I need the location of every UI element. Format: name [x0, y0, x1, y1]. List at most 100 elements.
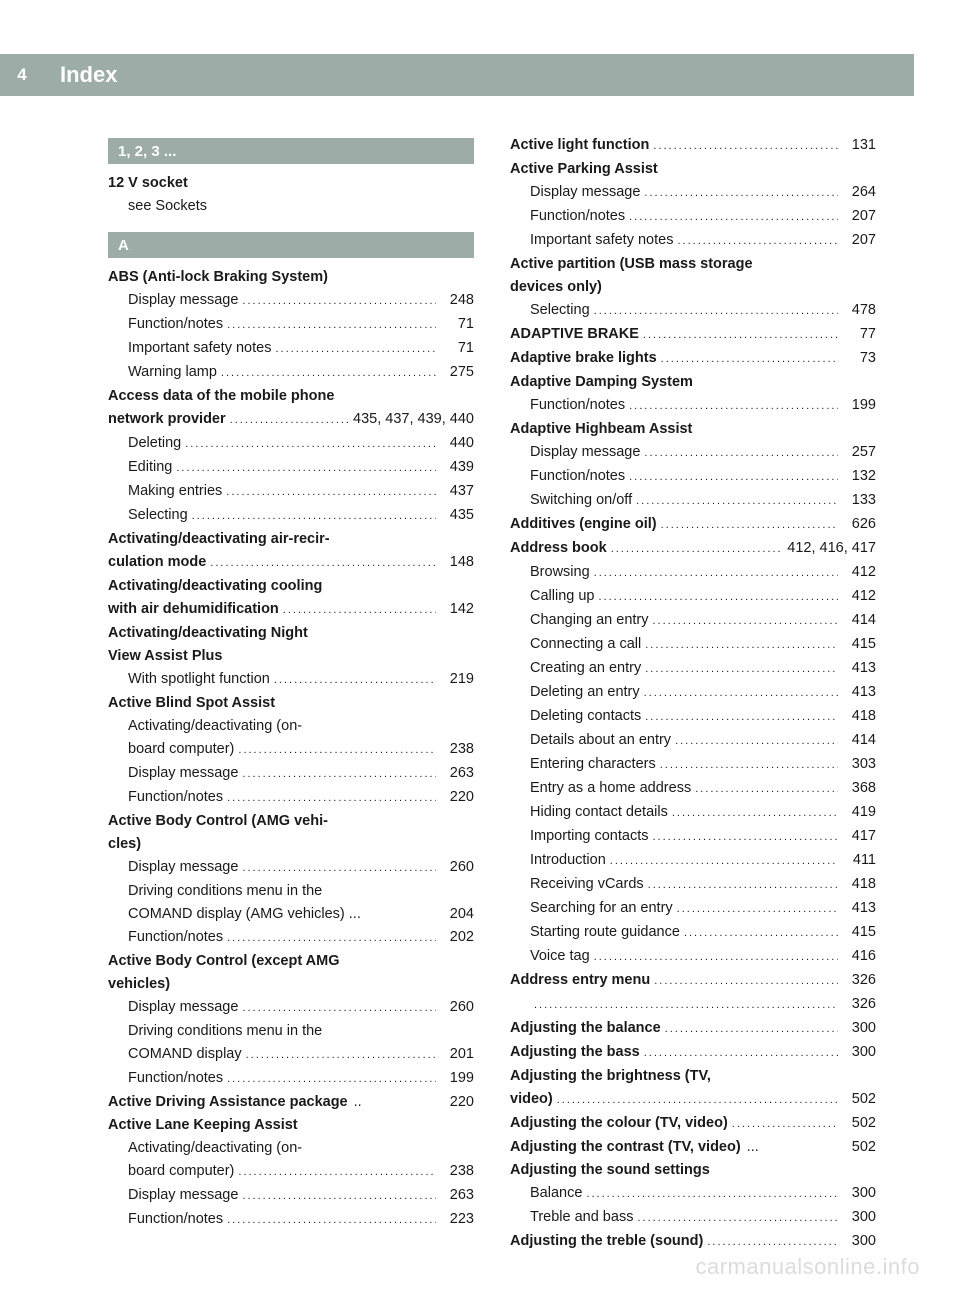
index-page: 412	[842, 585, 876, 608]
index-label: Selecting	[530, 299, 590, 322]
index-entry: Adjusting the treble (sound)300	[510, 1230, 876, 1254]
index-page: 478	[842, 299, 876, 322]
index-label: Introduction	[530, 849, 606, 872]
index-page: 263	[440, 762, 474, 785]
index-label: Display message	[128, 996, 238, 1019]
index-page: 204	[440, 903, 474, 926]
index-label: Display message	[128, 1184, 238, 1207]
index-page: 248	[440, 289, 474, 312]
index-page: 300	[842, 1041, 876, 1064]
index-page: 132	[842, 465, 876, 488]
leader-dots	[645, 634, 838, 657]
leader-dots	[695, 778, 838, 801]
right-column: Active light function131 Active Parking …	[510, 134, 876, 1254]
leader-dots	[654, 970, 838, 993]
index-page: 264	[842, 181, 876, 204]
index-entry: Access data of the mobile phone	[108, 385, 474, 408]
index-label: Active Driving Assistance package	[108, 1091, 348, 1114]
leader-dots	[227, 314, 436, 337]
index-subentry: board computer)238	[108, 1160, 474, 1184]
leader-dots	[636, 490, 838, 513]
index-page: 207	[842, 205, 876, 228]
index-label: Deleting	[128, 432, 181, 455]
index-entry: Activating/deactivating Night	[108, 622, 474, 645]
leader-dots	[661, 348, 838, 371]
index-subentry: COMAND display201	[108, 1043, 474, 1067]
leader-dots	[637, 1207, 838, 1230]
index-page: 412	[842, 561, 876, 584]
index-entry: Adjusting the brightness (TV,	[510, 1065, 876, 1088]
index-entry: Active partition (USB mass storage	[510, 253, 876, 276]
index-subentry: Warning lamp275	[108, 361, 474, 385]
leader-dots	[644, 1042, 838, 1065]
leader-dots: ...	[747, 1136, 759, 1159]
leader-dots	[192, 505, 436, 528]
index-label: Starting route guidance	[530, 921, 680, 944]
leader-dots	[652, 826, 838, 849]
index-subentry: Activating/deactivating (on-	[108, 715, 474, 738]
index-subentry: Function/notes132	[510, 465, 876, 489]
index-label: Calling up	[530, 585, 595, 608]
header-bar: Index	[44, 54, 914, 96]
leader-dots	[210, 552, 436, 575]
leader-dots	[629, 466, 838, 489]
index-page: 300	[842, 1206, 876, 1229]
index-page: 142	[440, 598, 474, 621]
index-label: devices only)	[510, 276, 602, 299]
index-entry: View Assist Plus	[108, 645, 474, 668]
index-subentry: COMAND display (AMG vehicles) ...204	[108, 903, 474, 926]
index-entry: Active Parking Assist	[510, 158, 876, 181]
watermark: carmanualsonline.info	[695, 1254, 920, 1280]
leader-dots	[665, 1018, 838, 1041]
index-page: 263	[440, 1184, 474, 1207]
index-subentry: Switching on/off133	[510, 489, 876, 513]
index-label: Selecting	[128, 504, 188, 527]
index-entry: Address entry menu326	[510, 969, 876, 993]
index-label: Deleting contacts	[530, 705, 641, 728]
index-label: Active light function	[510, 134, 649, 157]
leader-dots	[557, 1089, 838, 1112]
leader-dots	[283, 599, 436, 622]
index-subentry: Hiding contact details419	[510, 801, 876, 825]
index-subentry: Function/notes 207	[510, 205, 876, 229]
index-subentry: see Sockets	[108, 195, 474, 218]
leader-dots	[230, 409, 349, 432]
left-column: 1, 2, 3 ... 12 V socket see Sockets A AB…	[108, 134, 474, 1254]
index-label: Treble and bass	[530, 1206, 633, 1229]
index-entry: ABS (Anti-lock Braking System)	[108, 266, 474, 289]
index-page: 414	[842, 609, 876, 632]
index-subentry: Important safety notes207	[510, 229, 876, 253]
index-page: 368	[842, 777, 876, 800]
index-page: 133	[842, 489, 876, 512]
index-page: 223	[440, 1208, 474, 1231]
index-page: 413	[842, 657, 876, 680]
index-entry: Additives (engine oil)626	[510, 513, 876, 537]
index-page: 326	[842, 969, 876, 992]
index-subentry: Introduction411	[510, 849, 876, 873]
index-label: Adjusting the contrast (TV, video)	[510, 1136, 741, 1159]
index-page: 437	[440, 480, 474, 503]
index-entry: video)502	[510, 1088, 876, 1112]
leader-dots	[629, 395, 838, 418]
index-entry: Active light function131	[510, 134, 876, 158]
index-page: 440	[440, 432, 474, 455]
index-page: 412, 416, 417	[787, 537, 876, 560]
index-page: 300	[842, 1230, 876, 1253]
index-entry: Adaptive brake lights73	[510, 347, 876, 371]
index-subentry: Searching for an entry413	[510, 897, 876, 921]
index-label: Receiving vCards	[530, 873, 644, 896]
index-page: 260	[440, 856, 474, 879]
index-page: 435, 437, 439, 440	[353, 408, 474, 431]
index-subentry: Function/notes220	[108, 786, 474, 810]
index-label: culation mode	[108, 551, 206, 574]
leader-dots	[238, 1161, 436, 1184]
index-label: Function/notes	[530, 205, 625, 228]
index-label: Activating/deactivating cooling	[108, 575, 322, 598]
index-label: Important safety notes	[128, 337, 271, 360]
index-subentry: Selecting435	[108, 504, 474, 528]
index-entry: Adaptive Damping System	[510, 371, 876, 394]
index-label: board computer)	[128, 738, 234, 761]
index-subentry: Starting route guidance415	[510, 921, 876, 945]
index-subentry: Deleting 440	[108, 432, 474, 456]
index-label: see Sockets	[128, 195, 207, 218]
